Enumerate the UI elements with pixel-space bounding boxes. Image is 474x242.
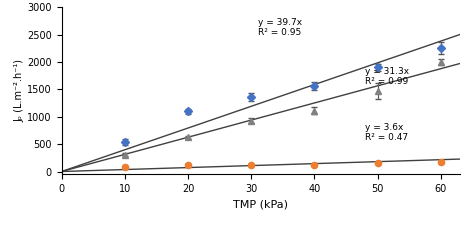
- Text: y = 39.7x
R² = 0.95: y = 39.7x R² = 0.95: [257, 18, 301, 37]
- X-axis label: TMP (kPa): TMP (kPa): [233, 199, 288, 210]
- Text: y = 3.6x
R² = 0.47: y = 3.6x R² = 0.47: [365, 123, 408, 143]
- Y-axis label: Jₚ (L.m⁻².h⁻¹): Jₚ (L.m⁻².h⁻¹): [14, 59, 24, 122]
- Text: y = 31.3x
R² = 0.99: y = 31.3x R² = 0.99: [365, 67, 409, 86]
